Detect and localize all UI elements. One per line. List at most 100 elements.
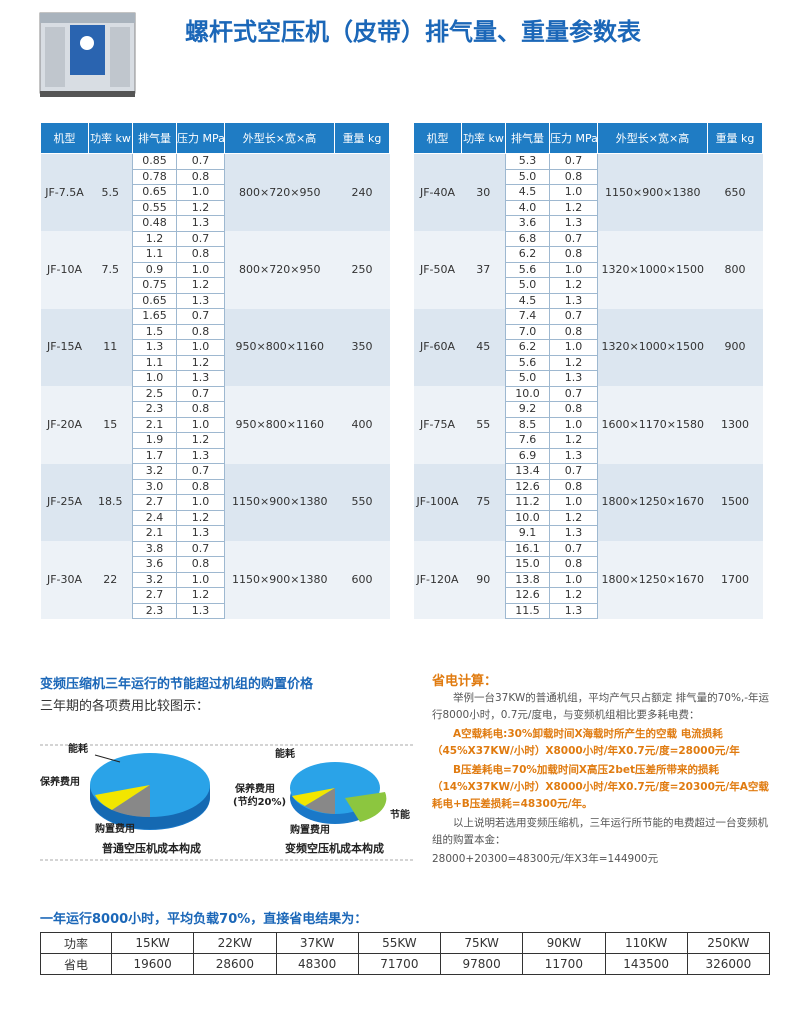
row: 1.0 1.3 xyxy=(41,370,390,387)
model: JF-30A xyxy=(40,541,89,619)
flow: 3.2 xyxy=(132,571,177,588)
flow: 3.6 xyxy=(505,215,550,232)
power: 37 xyxy=(461,231,506,309)
row: 1.9 1.2 xyxy=(41,432,390,449)
weight: 240 xyxy=(334,153,390,231)
pressure: 1.3 xyxy=(176,447,225,464)
savings-cell: 90KW xyxy=(522,932,606,954)
pressure: 1.2 xyxy=(549,587,598,604)
row: 6.2 0.8 xyxy=(414,246,763,263)
power: 7.5 xyxy=(88,231,133,309)
savings-cell: 71700 xyxy=(357,953,442,975)
spec-table: 机型 功率 kw 排气量 压力 MPa 外型长×宽×高 重量 kg JF-7.5A 5.5 0.… xyxy=(40,122,390,619)
flow: 15.0 xyxy=(505,556,550,573)
pressure: 0.7 xyxy=(176,385,225,402)
row: 13.8 1.0 xyxy=(414,571,763,588)
flow: 2.1 xyxy=(132,525,177,542)
flow: 2.7 xyxy=(132,494,177,511)
dimensions: 950×800×1160 xyxy=(224,308,335,386)
model: JF-20A xyxy=(40,386,89,464)
flow: 2.5 xyxy=(132,385,177,402)
flow: 3.2 xyxy=(132,463,177,480)
power: 55 xyxy=(461,386,506,464)
row: 0.65 1.3 xyxy=(41,292,390,309)
pressure: 1.0 xyxy=(549,571,598,588)
row: 12.6 1.2 xyxy=(414,587,763,604)
pressure: 0.7 xyxy=(176,308,225,325)
calc-paragraph: B压差耗电=70%加载时间X高压2bet压差所带来的损耗（14%X37KW/小时… xyxy=(432,764,769,810)
pressure: 1.2 xyxy=(549,509,598,526)
savings-cell: 110KW xyxy=(604,932,688,954)
row: JF-10A 7.5 1.2 0.7 800×720×950 250 xyxy=(40,230,390,309)
row: JF-40A 30 5.3 0.7 1150×900×1380 650 xyxy=(413,153,763,231)
savings-cell: 15KW xyxy=(110,932,195,954)
savings-cell: 250KW xyxy=(686,932,771,954)
dimensions: 1800×1250×1670 xyxy=(597,541,708,619)
pressure: 1.2 xyxy=(176,587,225,604)
flow: 0.48 xyxy=(132,215,177,232)
pressure: 0.7 xyxy=(549,153,598,170)
flow: 5.6 xyxy=(505,354,550,371)
power: 90 xyxy=(461,541,506,619)
model: JF-7.5A xyxy=(40,153,89,231)
flow: 1.1 xyxy=(132,246,177,263)
row: 5.6 1.2 xyxy=(414,354,763,371)
power: 5.5 xyxy=(88,153,133,231)
pie-charts: 能耗 保养费用 购置费用 普通空压机成本构成 能耗 保养费用 (节约20%) 购… xyxy=(40,742,415,861)
power: 30 xyxy=(461,153,506,231)
flow: 2.4 xyxy=(132,509,177,526)
power: 22 xyxy=(88,541,133,619)
flow: 2.3 xyxy=(132,602,177,619)
model: JF-25A xyxy=(40,463,89,541)
pressure: 1.2 xyxy=(176,354,225,371)
flow: 6.9 xyxy=(505,447,550,464)
flow: 1.7 xyxy=(132,447,177,464)
pressure: 0.7 xyxy=(549,230,598,247)
pressure: 0.8 xyxy=(176,401,225,418)
flow: 7.6 xyxy=(505,432,550,449)
pressure: 0.8 xyxy=(176,246,225,263)
flow: 6.2 xyxy=(505,246,550,263)
flow: 2.7 xyxy=(132,587,177,604)
pressure: 1.2 xyxy=(549,432,598,449)
flow: 0.78 xyxy=(132,168,177,185)
column-header: 功率 kw xyxy=(461,122,506,154)
row: 5.6 1.0 xyxy=(414,261,763,278)
savings-cell: 143500 xyxy=(604,953,688,975)
pie-caption: 普通空压机成本构成 xyxy=(102,841,201,855)
flow: 10.0 xyxy=(505,509,550,526)
flow: 5.6 xyxy=(505,261,550,278)
dimensions: 800×720×950 xyxy=(224,153,335,231)
row: 4.5 1.0 xyxy=(414,184,763,201)
comparison-heading: 变频压缩机三年运行的节能超过机组的购置价格 xyxy=(40,677,314,692)
savings-cell: 11700 xyxy=(522,953,606,975)
row: 0.9 1.0 xyxy=(41,261,390,278)
calc-paragraph: 举例一台37KW的普通机组，平均产气只占额定 排气量的70%,-年运行8000小… xyxy=(432,692,770,721)
savings-row: 功率 15KW 22KW 37KW 55KW 75KW 90KW 110KW 250KW xyxy=(40,932,771,954)
pie-label: 能耗 xyxy=(68,742,88,755)
savings-table: 功率 15KW 22KW 37KW 55KW 75KW 90KW 110KW 250KW 省电 19… xyxy=(40,932,771,975)
pie-label: 保养费用 xyxy=(234,782,275,795)
pressure: 1.2 xyxy=(549,199,598,216)
pressure: 0.7 xyxy=(176,540,225,557)
savings-cell: 19600 xyxy=(110,953,195,975)
flow: 7.0 xyxy=(505,323,550,340)
weight: 600 xyxy=(334,541,390,619)
pressure: 0.8 xyxy=(176,323,225,340)
savings-cell: 326000 xyxy=(686,953,771,975)
flow: 13.8 xyxy=(505,571,550,588)
flow: 0.65 xyxy=(132,292,177,309)
pie-label: 能耗 xyxy=(275,747,295,760)
pressure: 0.7 xyxy=(176,230,225,247)
calc-paragraph: 以上说明若选用变频压缩机，三年运行所节能的电费超过一台变频机组的购置本金： xyxy=(432,817,768,846)
pressure: 1.3 xyxy=(549,602,598,619)
pressure: 1.0 xyxy=(176,416,225,433)
flow: 0.85 xyxy=(132,153,177,170)
row: 7.6 1.2 xyxy=(414,432,763,449)
flow: 16.1 xyxy=(505,540,550,557)
dimensions: 1600×1170×1580 xyxy=(597,386,708,464)
title: 螺杆式空压机（皮带）排气量、重量参数表 xyxy=(185,18,641,46)
pressure: 0.7 xyxy=(176,463,225,480)
model: JF-60A xyxy=(413,308,462,386)
